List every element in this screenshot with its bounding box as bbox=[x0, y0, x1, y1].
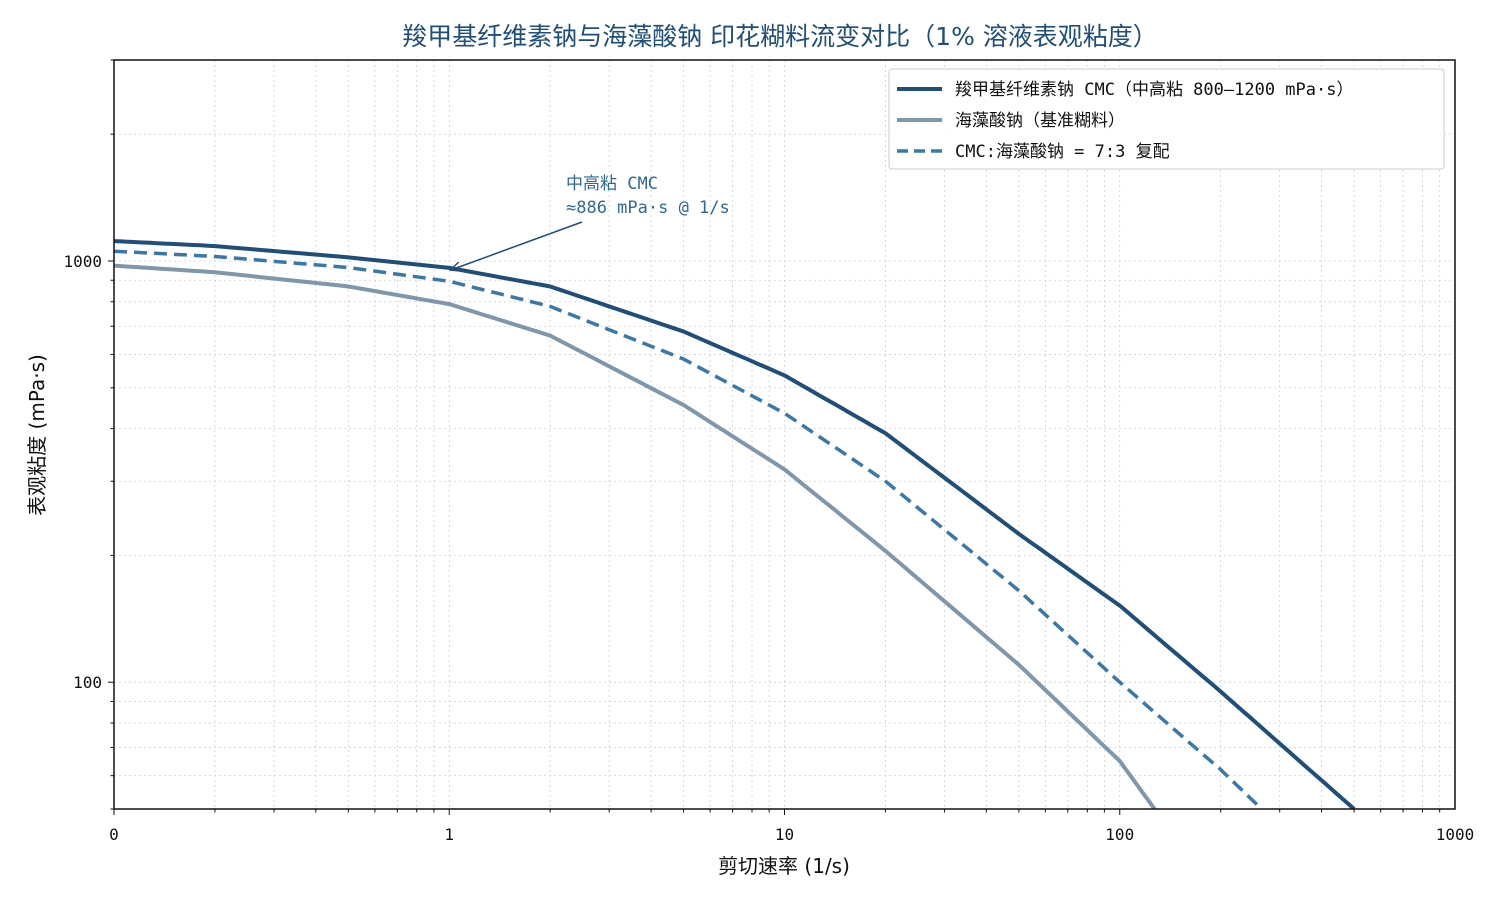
y-tick-label: 1000 bbox=[63, 252, 102, 271]
y-tick-label: 100 bbox=[73, 673, 102, 692]
annotation: 中高粘 CMC ≈886 mPa·s @ 1/s bbox=[451, 174, 730, 270]
legend-label-1: 羧甲基纤维素钠 CMC（中高粘 800–1200 mPa·s） bbox=[955, 80, 1353, 100]
y-axis-label: 表观粘度 (mPa·s) bbox=[25, 354, 49, 516]
legend: 羧甲基纤维素钠 CMC（中高粘 800–1200 mPa·s） 海藻酸钠（基准糊料… bbox=[888, 68, 1445, 170]
series-layer bbox=[114, 239, 1356, 809]
annotation-arrow bbox=[451, 221, 583, 270]
legend-label-2: 海藻酸钠（基准糊料） bbox=[955, 111, 1125, 131]
chart-title: 羧甲基纤维素钠与海藻酸钠 印花糊料流变对比（1% 溶液表观粘度） bbox=[402, 22, 1158, 51]
x-axis-label: 剪切速率 (1/s) bbox=[718, 854, 850, 878]
x-tick-label: 0 bbox=[109, 825, 119, 844]
legend-box bbox=[888, 68, 1445, 170]
x-tick-label: 1000 bbox=[1436, 825, 1475, 844]
annotation-text-line: ≈886 mPa·s @ 1/s bbox=[566, 198, 730, 218]
x-tick-label: 100 bbox=[1105, 825, 1134, 844]
x-tick-label: 1 bbox=[444, 825, 454, 844]
legend-label-3: CMC:海藻酸钠 = 7:3 复配 bbox=[955, 142, 1170, 162]
ticks: 0 1 10 100 1000 100 1000 bbox=[63, 59, 1475, 844]
series-line-3 bbox=[114, 249, 1263, 809]
x-tick-label: 10 bbox=[775, 825, 794, 844]
series-line-2 bbox=[114, 263, 1157, 809]
annotation-text-line: 中高粘 CMC bbox=[566, 174, 658, 194]
series-line-1 bbox=[114, 239, 1356, 809]
